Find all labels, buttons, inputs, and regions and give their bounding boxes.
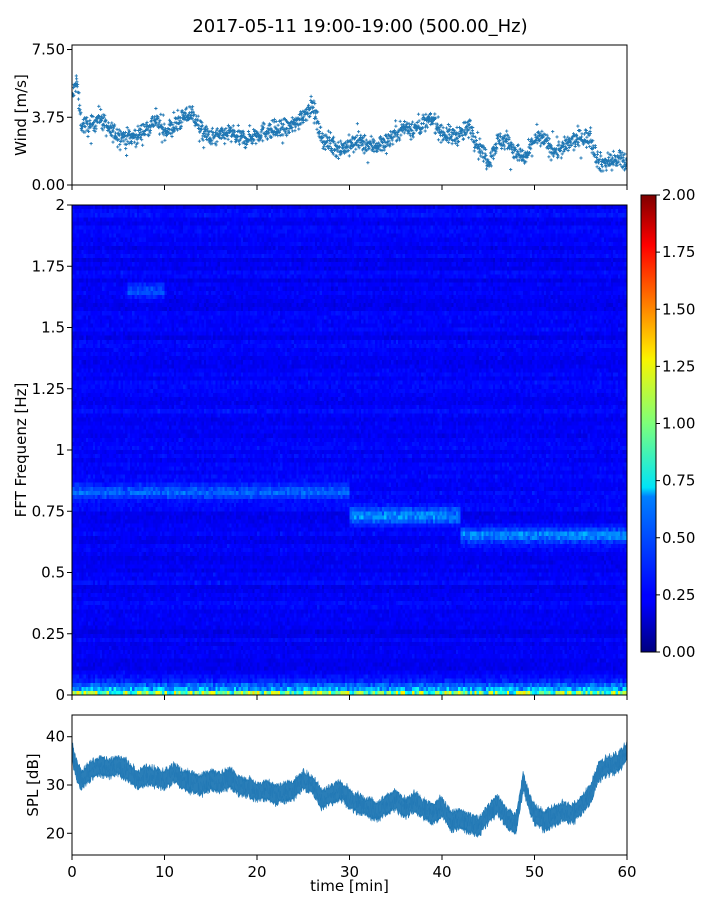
spl-x-tick-label: 40 (432, 863, 451, 881)
spl-x-tick-label: 20 (247, 863, 266, 881)
spectrogram-y-tick-label: 1.75 (32, 257, 65, 275)
colorbar-tick-label: 0.75 (662, 472, 695, 490)
wind-axes-frame (71, 44, 628, 186)
colorbar-tick-label: 1.50 (662, 300, 695, 318)
wind-panel: 0.00 3.75 7.50 Wind [m/s] (12, 41, 628, 194)
colorbar-tick-label: 0.00 (662, 643, 695, 661)
spl-x-tick-label: 30 (340, 863, 359, 881)
spectrogram-y-tick-label: 0.75 (32, 502, 65, 520)
wind-scatter-series (72, 74, 627, 173)
spectrogram-panel: 0 0.25 0.5 0.75 1 1.25 1.5 1.75 2 FFT Frequenz [… (12, 196, 628, 704)
spectrogram-cells (72, 205, 627, 695)
figure-title: 2017-05-11 19:00-19:00 (500.00_Hz) (192, 16, 527, 37)
spectrogram-y-tick-label: 0.5 (41, 564, 65, 582)
colorbar: 0.00 0.25 0.50 0.75 1.00 1.25 1.50 1.75 2.00 (640, 186, 695, 661)
spectrogram-heatmap (72, 205, 627, 695)
spectrogram-x-ticks (71, 695, 628, 700)
spl-x-axis-label: time [min] (310, 877, 389, 895)
spl-y-tick-label: 40 (46, 728, 65, 746)
spectrogram-y-ticks: 0 0.25 0.5 0.75 1 1.25 1.5 1.75 2 (32, 196, 72, 704)
spectrogram-y-tick-label: 1.25 (32, 380, 65, 398)
wind-y-tick-label: 7.50 (32, 41, 65, 59)
spectrogram-y-tick-label: 1.5 (41, 319, 65, 337)
colorbar-tick-label: 2.00 (662, 186, 695, 204)
spl-line (72, 748, 627, 832)
spl-line-series (72, 741, 627, 838)
spl-x-tick-label: 50 (525, 863, 544, 881)
spl-y-axis-label: SPL [dB] (24, 753, 42, 816)
colorbar-ticks: 0.00 0.25 0.50 0.75 1.00 1.25 1.50 1.75 2.00 (656, 186, 695, 661)
colorbar-tick-label: 1.00 (662, 415, 695, 433)
spl-panel: 20 30 40 0 10 20 30 40 50 60 SPL [dB] time [min] (24, 714, 637, 895)
wind-scatter-points (72, 74, 627, 173)
spl-axes-frame (71, 714, 628, 856)
spl-x-ticks: 0 10 20 30 40 50 60 (67, 855, 637, 881)
wind-y-ticks: 0.00 3.75 7.50 (32, 41, 72, 194)
wind-y-tick-label: 0.00 (32, 176, 65, 194)
wind-y-tick-label: 3.75 (32, 108, 65, 126)
spectrogram-y-tick-label: 0.25 (32, 625, 65, 643)
colorbar-gradient (640, 194, 657, 653)
spl-x-tick-label: 0 (67, 863, 77, 881)
colorbar-tick-label: 0.25 (662, 586, 695, 604)
spectrogram-y-tick-label: 0 (55, 686, 65, 704)
colorbar-tick-label: 1.75 (662, 243, 695, 261)
wind-x-ticks (71, 185, 628, 190)
spl-y-ticks: 20 30 40 (46, 728, 72, 842)
colorbar-tick-label: 0.50 (662, 529, 695, 547)
spl-y-tick-label: 20 (46, 824, 65, 842)
spectrogram-y-tick-label: 1 (55, 441, 65, 459)
spectrogram-y-axis-label: FFT Frequenz [Hz] (12, 383, 30, 518)
spl-x-tick-label: 60 (617, 863, 636, 881)
colorbar-tick-label: 1.25 (662, 357, 695, 375)
spl-y-tick-label: 30 (46, 776, 65, 794)
wind-y-axis-label: Wind [m/s] (12, 74, 30, 156)
spectrogram-y-tick-label: 2 (55, 196, 65, 214)
spl-x-tick-label: 10 (155, 863, 174, 881)
